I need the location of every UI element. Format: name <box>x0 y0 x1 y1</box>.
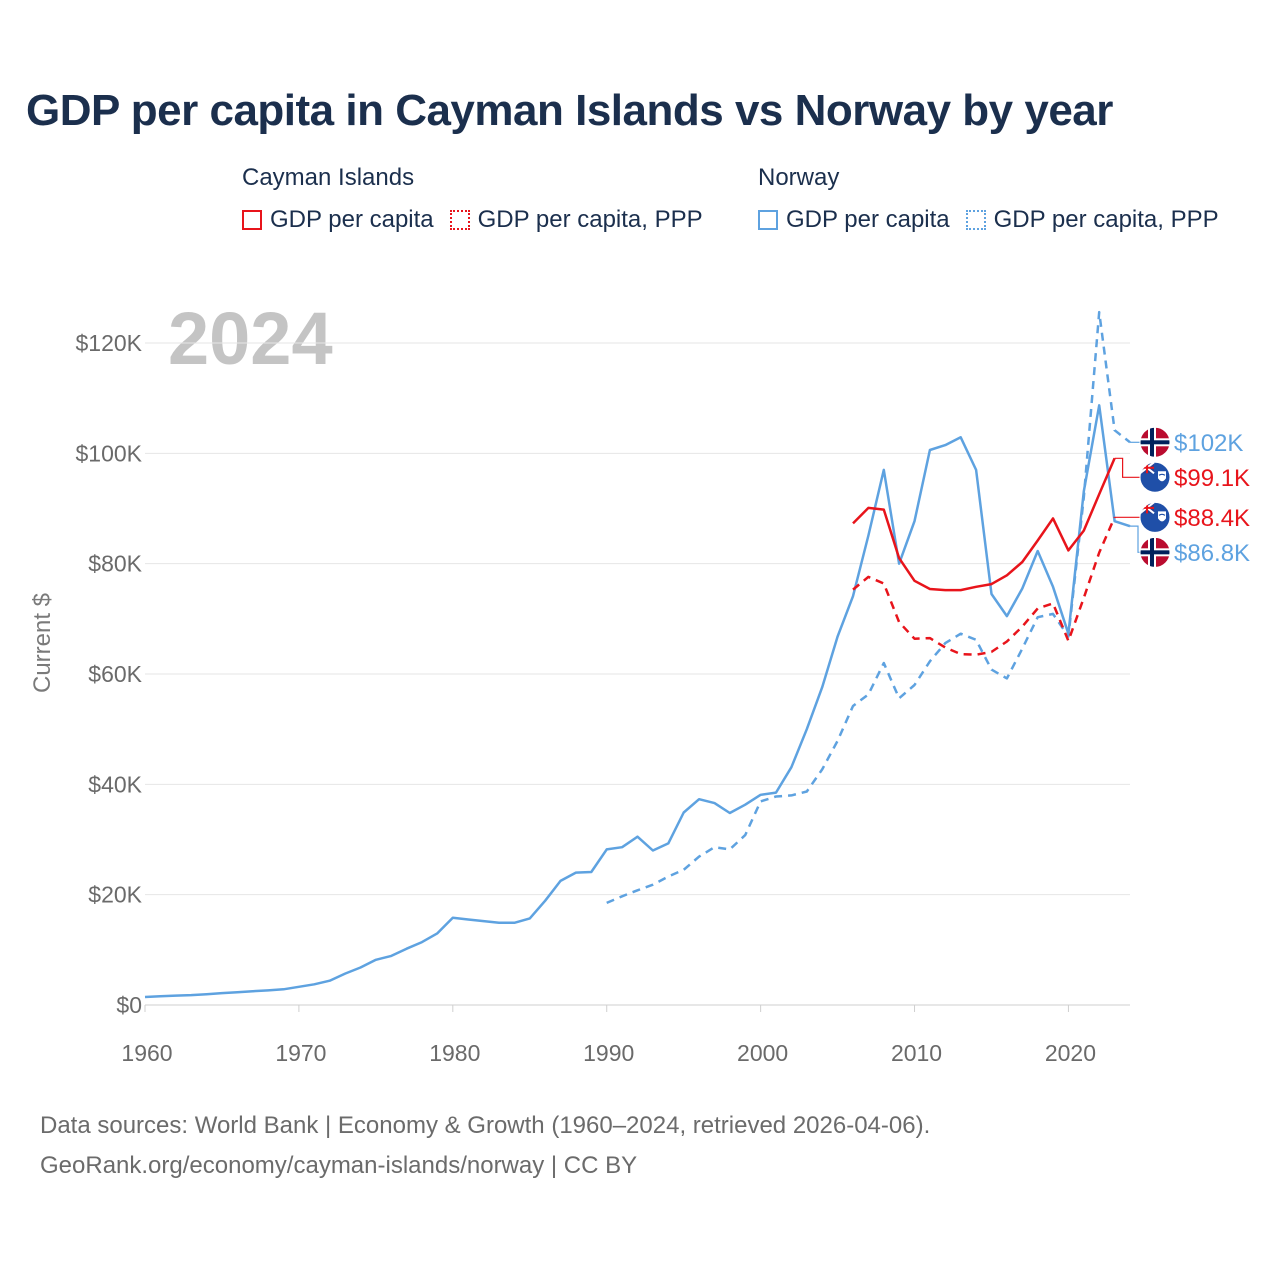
flag-cross-h-blue <box>1140 440 1170 445</box>
flag-shield <box>1158 511 1166 522</box>
y-tick-label: $60K <box>88 661 142 687</box>
legend-item-label: GDP per capita <box>270 206 434 233</box>
y-tick-label: $40K <box>88 771 142 797</box>
flag-shapes <box>1140 537 1170 568</box>
flag-shapes <box>1140 427 1170 458</box>
x-tick-label: 1970 <box>275 1040 326 1066</box>
year-watermark: 2024 <box>168 297 333 380</box>
flag-shapes <box>1140 462 1170 493</box>
series-line-0[interactable] <box>144 404 1131 999</box>
series-line-1[interactable] <box>606 310 1131 905</box>
legend-item-label: GDP per capita, PPP <box>477 206 703 233</box>
flag-ring <box>1139 461 1171 493</box>
end-value-label: $88.4K <box>1174 505 1250 532</box>
end-label-group-3: $88.4K <box>1114 501 1250 533</box>
cayman-flag-icon <box>1139 501 1171 533</box>
norway-flag-icon <box>1139 426 1171 458</box>
x-tick-label: 1980 <box>429 1040 480 1066</box>
source-line-1: Data sources: World Bank | Economy & Gro… <box>40 1112 931 1139</box>
x-tick-label: 1990 <box>583 1040 634 1066</box>
end-value-label: $99.1K <box>1174 465 1250 492</box>
end-label-group-2: $99.1K <box>1114 457 1250 493</box>
flag-ring <box>1139 501 1171 533</box>
end-value-label: $102K <box>1174 430 1243 457</box>
end-label-connector <box>1130 525 1141 553</box>
series-line-2[interactable] <box>852 457 1116 592</box>
end-label-group-0: $86.8K <box>1130 525 1250 568</box>
flag-ring <box>1139 536 1171 568</box>
source-line-2: GeoRank.org/economy/cayman-islands/norwa… <box>40 1152 638 1179</box>
flag-cross-v-blue <box>1150 537 1154 568</box>
legend-group-name: Cayman Islands <box>242 164 415 191</box>
flag-shield-wave <box>1158 513 1166 516</box>
legend-swatch-dotted-red <box>449 210 470 230</box>
end-value-label: $86.8K <box>1174 540 1250 567</box>
flag-shapes <box>1140 502 1170 533</box>
legend-swatch-dotted-blue <box>965 210 986 230</box>
legend-swatch-solid-red <box>242 210 262 230</box>
end-label-group-1: $102K <box>1130 426 1243 458</box>
end-label-connector <box>1114 457 1141 478</box>
flag-shield-wave <box>1158 473 1166 476</box>
legend-item-cayman-gdp[interactable]: GDP per capita <box>242 206 434 234</box>
x-tick-label: 2000 <box>737 1040 788 1066</box>
y-tick-label: $0 <box>116 992 142 1018</box>
legend-item-cayman-gdp-ppp[interactable]: GDP per capita, PPP <box>449 206 703 234</box>
series-line-3[interactable] <box>852 516 1116 656</box>
y-axis-label: Current $ <box>29 593 56 693</box>
line-chart: 2024 Current $ $0 $20K $40K $60K $80K $100K $1… <box>29 297 1250 1066</box>
flag-ring <box>1139 426 1171 458</box>
x-tick-label: 2010 <box>891 1040 942 1066</box>
data-source-note: Data sources: World Bank | Economy & Gro… <box>40 1106 930 1186</box>
flag-cross-v-blue <box>1150 427 1154 458</box>
legend-group-norway: Norway GDP per capita GDP per capita, PP… <box>758 162 1235 234</box>
flag-cross-h-blue <box>1140 550 1170 555</box>
legend-item-norway-gdp-ppp[interactable]: GDP per capita, PPP <box>965 206 1219 234</box>
legend-item-label: GDP per capita <box>786 206 950 233</box>
y-tick-label: $120K <box>75 330 142 356</box>
y-tick-label: $80K <box>88 551 142 577</box>
chart-title: GDP per capita in Cayman Islands vs Norw… <box>26 86 1113 135</box>
legend-swatch-solid-blue <box>758 210 778 230</box>
x-tick-label: 2020 <box>1045 1040 1096 1066</box>
y-tick-label: $100K <box>75 440 142 466</box>
x-tick-label: 1960 <box>121 1040 172 1066</box>
legend-item-label: GDP per capita, PPP <box>993 206 1219 233</box>
flag-shield <box>1158 471 1166 482</box>
legend-item-norway-gdp[interactable]: GDP per capita <box>758 206 950 234</box>
cayman-flag-icon <box>1139 461 1171 493</box>
legend-group-cayman: Cayman Islands GDP per capita GDP per ca… <box>242 162 719 234</box>
y-tick-label: $20K <box>88 882 142 908</box>
legend-group-name: Norway <box>758 164 840 191</box>
norway-flag-icon <box>1139 536 1171 568</box>
